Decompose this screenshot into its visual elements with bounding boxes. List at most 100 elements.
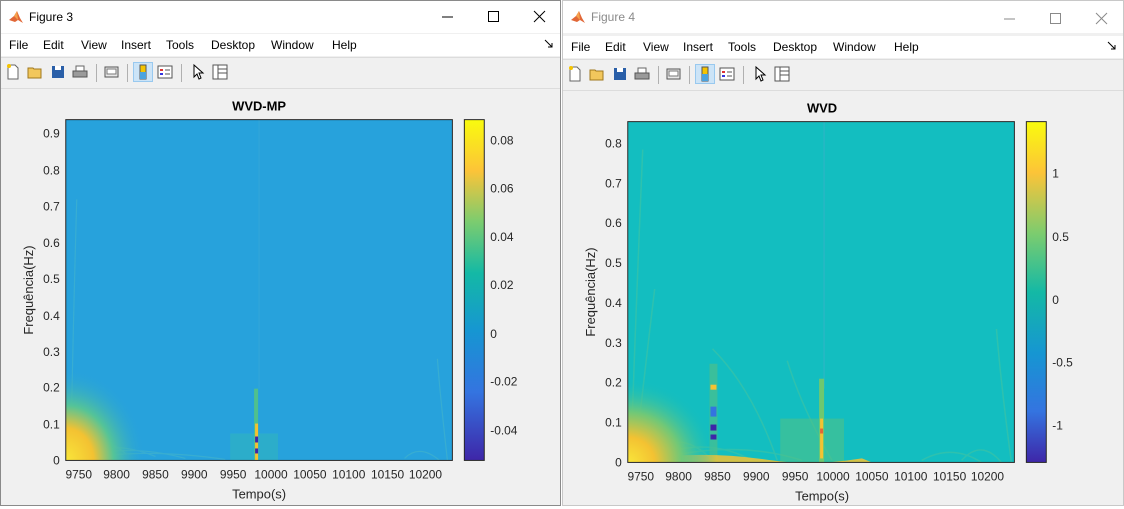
- colorbar-scale: [463, 119, 485, 461]
- save-icon[interactable]: [611, 65, 629, 83]
- menu-insert[interactable]: Insert: [121, 38, 152, 52]
- x-tick-label: 9750: [627, 469, 654, 483]
- maximize-icon: [488, 11, 499, 22]
- y-tick-label: 0.1: [605, 416, 622, 430]
- x-tick-label: 10200: [409, 467, 443, 481]
- minimize-button[interactable]: [986, 1, 1032, 33]
- figure-3-window[interactable]: Figure 3 File Edit View Insert Tools Des…: [0, 0, 561, 506]
- minimize-button[interactable]: [424, 1, 470, 33]
- colorbar-tick-label: 0.08: [490, 134, 514, 148]
- figure-toolbar: [1, 57, 560, 89]
- matlab-icon: [571, 11, 585, 23]
- dock-arrow-icon[interactable]: [1107, 41, 1117, 51]
- menu-file[interactable]: File: [571, 40, 591, 54]
- x-tick-label: 9950: [782, 469, 809, 483]
- y-axis: 0 0.1 0.2 0.3 0.4 0.5 0.6 0.7 0.8 0.9 Fr…: [21, 127, 60, 468]
- close-icon: [1095, 12, 1108, 25]
- menu-help[interactable]: Help: [894, 40, 919, 54]
- transient-column-9985: [780, 378, 844, 463]
- menu-window[interactable]: Window: [833, 40, 876, 54]
- colorbar-tick-label: 0.06: [490, 181, 514, 195]
- axes-box: [65, 119, 453, 461]
- insert-legend-icon[interactable]: [156, 63, 174, 81]
- link-plot-icon[interactable]: [665, 65, 683, 83]
- colorbar-tick-label: 0.04: [490, 230, 514, 244]
- x-axis-label: Tempo(s): [232, 486, 286, 501]
- insert-legend-icon[interactable]: [718, 65, 736, 83]
- print-icon[interactable]: [633, 65, 651, 83]
- title-bar[interactable]: Figure 3: [1, 1, 560, 33]
- colorbar[interactable]: 1 0.5 0 -0.5 -1: [1025, 121, 1073, 463]
- menu-tools[interactable]: Tools: [166, 38, 195, 52]
- x-tick-label: 9950: [220, 467, 247, 481]
- toolbar-separator: [689, 66, 690, 84]
- colorbar-tick-label: 1: [1052, 166, 1059, 180]
- figure-4-window[interactable]: Figure 4 File Edit View Insert Tools Des…: [562, 0, 1124, 506]
- edit-plot-arrow-icon[interactable]: [189, 63, 207, 81]
- menu-edit[interactable]: Edit: [43, 38, 64, 52]
- x-tick-label: 10100: [332, 467, 366, 481]
- y-tick-label: 0.2: [43, 381, 60, 395]
- x-axis: 9750 9800 9850 9900 9950 10000 10050 101…: [65, 467, 442, 501]
- save-icon[interactable]: [49, 63, 67, 81]
- toolbar-separator: [658, 66, 659, 84]
- colorbar[interactable]: 0.08 0.06 0.04 0.02 0 -0.02 -0.04: [463, 119, 518, 461]
- menu-window[interactable]: Window: [271, 38, 314, 52]
- axes-box: [627, 121, 1015, 463]
- menu-file[interactable]: File: [9, 38, 29, 52]
- menu-desktop[interactable]: Desktop: [773, 40, 818, 54]
- x-tick-label: 10000: [254, 467, 288, 481]
- menu-insert[interactable]: Insert: [683, 40, 714, 54]
- edit-plot-arrow-icon[interactable]: [751, 65, 769, 83]
- menu-help[interactable]: Help: [332, 38, 357, 52]
- y-tick-label: 0.6: [605, 216, 622, 230]
- x-axis-label: Tempo(s): [795, 488, 849, 503]
- low-frequency-energy: [627, 378, 718, 463]
- close-button[interactable]: [516, 1, 560, 33]
- heatmap-plot-area[interactable]: [65, 119, 453, 461]
- maximize-button[interactable]: [1032, 1, 1078, 33]
- print-icon[interactable]: [71, 63, 89, 81]
- open-file-icon[interactable]: [26, 63, 44, 81]
- menu-tools[interactable]: Tools: [728, 40, 757, 54]
- maximize-button[interactable]: [470, 1, 516, 33]
- x-tick-label: 9750: [65, 467, 92, 481]
- title-bar[interactable]: Figure 4: [563, 1, 1123, 33]
- menu-desktop[interactable]: Desktop: [211, 38, 256, 52]
- property-inspector-icon[interactable]: [773, 65, 791, 83]
- open-file-icon[interactable]: [588, 65, 606, 83]
- menu-view[interactable]: View: [643, 40, 669, 54]
- y-axis: 0 0.1 0.2 0.3 0.4 0.5 0.6 0.7 0.8 Frequê…: [583, 137, 622, 470]
- menu-bar: File Edit View Insert Tools Desktop Wind…: [563, 36, 1123, 58]
- menu-edit[interactable]: Edit: [605, 40, 626, 54]
- y-tick-label: 0.7: [605, 176, 622, 190]
- colorbar-tick-label: -0.02: [490, 375, 518, 389]
- property-inspector-icon[interactable]: [211, 63, 229, 81]
- axes-title: WVD: [807, 101, 837, 116]
- new-figure-icon[interactable]: [566, 65, 584, 83]
- low-frequency-energy: [65, 368, 146, 461]
- colorbar-tick-label: 0.5: [1052, 230, 1069, 244]
- matlab-icon: [9, 11, 23, 23]
- menu-view[interactable]: View: [81, 38, 107, 52]
- figure-toolbar: [563, 59, 1123, 91]
- new-figure-icon[interactable]: [4, 63, 22, 81]
- toolbar-separator: [127, 64, 128, 82]
- colorbar-tick-label: -0.5: [1052, 356, 1073, 370]
- window-title: Figure 4: [591, 10, 636, 24]
- close-button[interactable]: [1078, 1, 1123, 33]
- insert-colorbar-icon[interactable]: [133, 62, 153, 82]
- y-tick-label: 0.5: [605, 256, 622, 270]
- link-plot-icon[interactable]: [103, 63, 121, 81]
- figure-4-canvas: WVD: [583, 101, 1073, 504]
- insert-colorbar-icon[interactable]: [695, 64, 715, 84]
- y-tick-label: 0.5: [43, 272, 60, 286]
- x-tick-label: 9900: [181, 467, 208, 481]
- dock-arrow-icon[interactable]: [544, 39, 554, 49]
- y-tick-label: 0.2: [605, 376, 622, 390]
- heatmap-plot-area[interactable]: [627, 121, 1015, 464]
- x-tick-label: 10200: [971, 469, 1005, 483]
- toolbar-separator: [96, 64, 97, 82]
- x-tick-label: 9800: [103, 467, 130, 481]
- y-tick-label: 0.4: [605, 296, 622, 310]
